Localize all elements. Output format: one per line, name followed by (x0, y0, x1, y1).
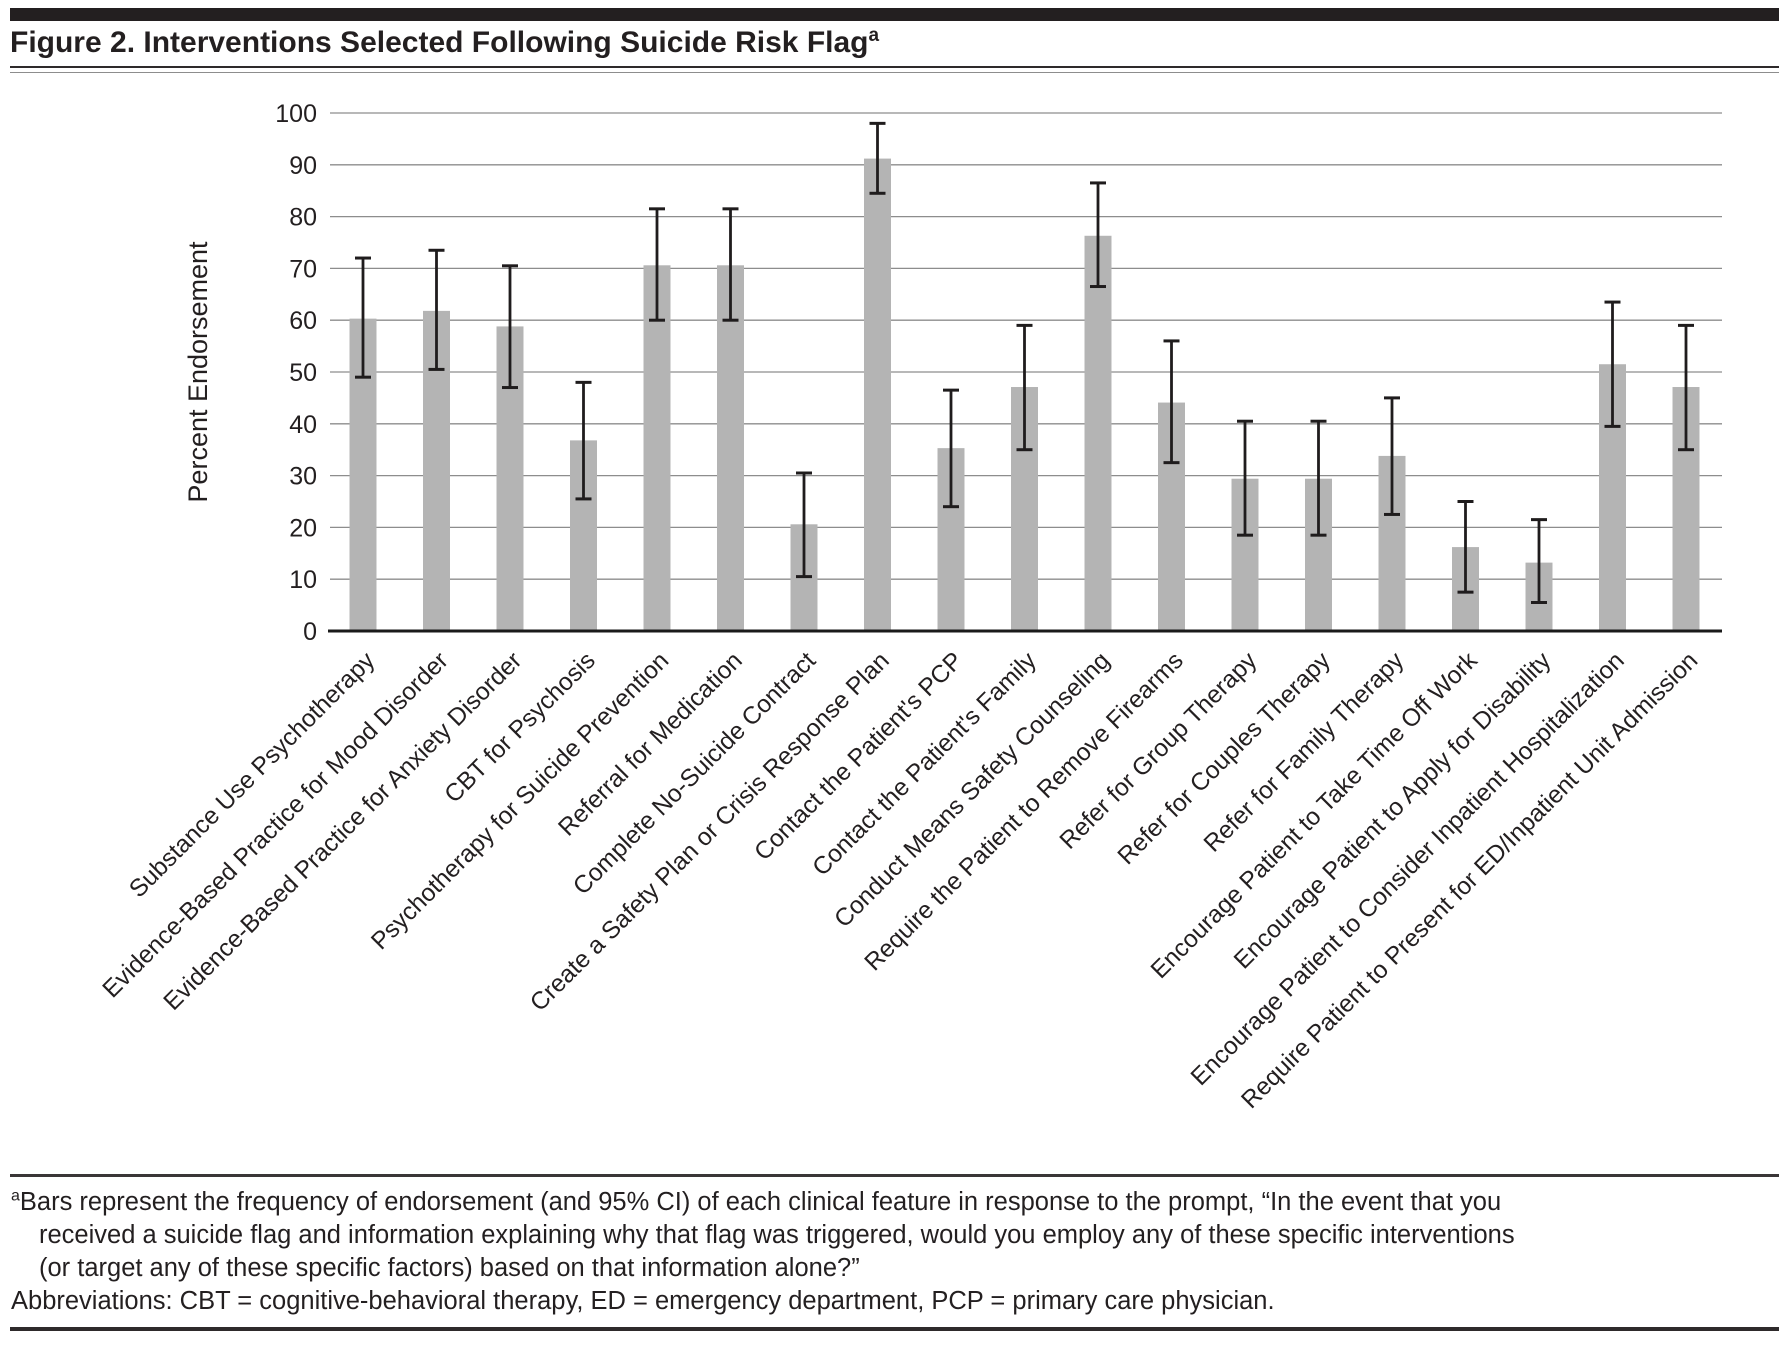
y-tick-label: 30 (289, 463, 317, 491)
figure-title-footnote-marker: a (868, 25, 880, 46)
x-category-label: Conduct Means Safety Counseling (829, 647, 1115, 933)
y-tick-label: 70 (289, 255, 317, 283)
footnote-line: Abbreviations: CBT = cognitive-behaviora… (11, 1287, 1275, 1315)
footnote-divider (10, 1174, 1779, 1177)
y-tick-label: 80 (289, 204, 317, 232)
x-category-label: Evidence-Based Practice for Mood Disorde… (98, 647, 454, 1003)
figure-title-text: Figure 2. Interventions Selected Followi… (10, 26, 869, 59)
footnote-line: (or target any of these specific factors… (39, 1254, 860, 1282)
y-tick-label: 90 (289, 152, 317, 180)
y-tick-label: 60 (289, 307, 317, 335)
y-axis-title: Percent Endorsement (183, 241, 213, 503)
footnote-line: received a suicide flag and information … (39, 1221, 1515, 1249)
y-tick-label: 40 (289, 411, 317, 439)
y-tick-label: 100 (275, 100, 317, 128)
bottom-rule (10, 1327, 1779, 1331)
figure-title: Figure 2. Interventions Selected Followi… (10, 26, 879, 60)
top-rule (10, 8, 1779, 21)
footnote: aBars represent the frequency of endorse… (11, 1186, 1779, 1318)
title-divider (10, 66, 1779, 73)
bar (643, 265, 671, 631)
y-tick-label: 50 (289, 359, 317, 387)
footnote-marker: a (11, 1187, 20, 1205)
y-tick-label: 0 (303, 618, 317, 646)
bar (1084, 235, 1112, 632)
y-tick-label: 20 (289, 514, 317, 542)
bar (717, 265, 744, 631)
bar (864, 158, 891, 632)
y-tick-label: 10 (289, 566, 317, 594)
footnote-line: aBars represent the frequency of endorse… (11, 1187, 1502, 1216)
